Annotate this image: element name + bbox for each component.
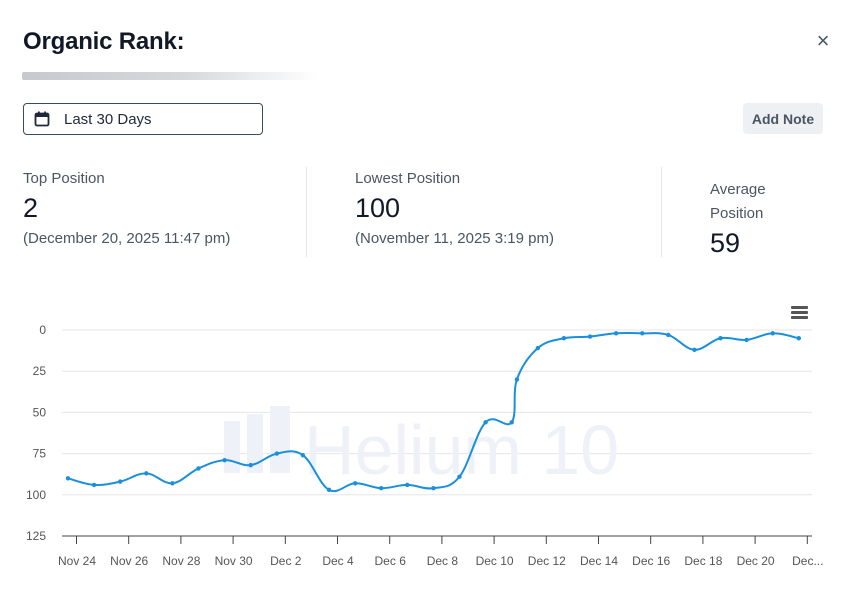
date-range-label: Last 30 Days bbox=[64, 110, 152, 128]
x-tick-label: Nov 30 bbox=[215, 554, 253, 568]
chart-menu-icon[interactable] bbox=[791, 306, 808, 320]
lowest-position-label: Lowest Position bbox=[355, 170, 461, 187]
y-tick-label: 75 bbox=[33, 447, 47, 461]
x-tick-label: Dec 4 bbox=[322, 554, 354, 568]
x-tick-label: Dec 8 bbox=[427, 554, 459, 568]
stat-divider bbox=[306, 167, 307, 257]
average-position-label-line2: Position bbox=[710, 205, 764, 222]
rank-data-point[interactable] bbox=[326, 487, 332, 493]
rank-data-point[interactable] bbox=[352, 481, 358, 486]
x-tick-label: Nov 26 bbox=[110, 554, 148, 568]
average-position-value: 59 bbox=[710, 228, 741, 258]
rank-data-point[interactable] bbox=[744, 337, 749, 343]
top-position-label: Top Position bbox=[23, 170, 105, 187]
x-tick-label: Dec 6 bbox=[375, 554, 407, 568]
rank-data-point[interactable] bbox=[65, 476, 71, 481]
rank-data-point[interactable] bbox=[144, 471, 149, 476]
organic-rank-chart: Helium 10 0 25 50 75 100 125 Nov 24 Nov 26 Nov 2… bbox=[26, 323, 824, 568]
rank-data-point[interactable] bbox=[483, 420, 488, 425]
title-underline-decoration bbox=[22, 72, 318, 80]
rank-data-point[interactable] bbox=[457, 474, 462, 479]
lowest-position-date: (November 11, 2025 3:19 pm) bbox=[355, 230, 554, 247]
x-tick-label: Nov 24 bbox=[58, 554, 96, 568]
y-tick-label: 0 bbox=[39, 323, 46, 337]
x-tick-label: Dec... bbox=[792, 554, 823, 568]
lowest-position-stat: Lowest Position 100 (November 11, 2025 3… bbox=[355, 170, 554, 247]
rank-data-point[interactable] bbox=[666, 332, 671, 338]
x-tick-label: Dec 20 bbox=[737, 554, 775, 568]
helium10-watermark: Helium 10 bbox=[224, 406, 619, 489]
x-tick-label: Dec 10 bbox=[476, 554, 514, 568]
rank-data-point[interactable] bbox=[248, 462, 253, 468]
rank-data-point[interactable] bbox=[405, 482, 410, 488]
rank-data-point[interactable] bbox=[300, 453, 306, 458]
rank-series-line bbox=[67, 331, 800, 493]
rank-data-point[interactable] bbox=[379, 486, 384, 491]
average-position-stat: Average Position 59 bbox=[710, 178, 766, 259]
rank-data-point[interactable] bbox=[431, 486, 436, 491]
close-icon[interactable]: × bbox=[816, 28, 830, 53]
rank-data-point[interactable] bbox=[170, 481, 175, 486]
add-note-button[interactable]: Add Note bbox=[743, 103, 823, 134]
page-title: Organic Rank: bbox=[23, 28, 185, 55]
rank-data-point[interactable] bbox=[561, 336, 567, 341]
rank-data-point[interactable] bbox=[587, 334, 593, 339]
rank-data-point[interactable] bbox=[222, 457, 227, 463]
rank-data-point[interactable] bbox=[796, 336, 801, 341]
y-tick-label: 100 bbox=[26, 488, 46, 502]
lowest-position-value: 100 bbox=[355, 193, 401, 223]
rank-data-point[interactable] bbox=[91, 482, 97, 488]
rank-data-point[interactable] bbox=[692, 347, 697, 352]
rank-data-point[interactable] bbox=[509, 420, 514, 425]
stat-divider bbox=[661, 167, 662, 257]
rank-data-point[interactable] bbox=[640, 331, 645, 336]
top-position-date: (December 20, 2025 11:47 pm) bbox=[23, 230, 231, 247]
rank-data-point[interactable] bbox=[535, 345, 540, 351]
y-tick-label: 125 bbox=[26, 529, 46, 543]
rank-data-point[interactable] bbox=[613, 331, 619, 336]
top-position-stat: Top Position 2 (December 20, 2025 11:47 … bbox=[23, 170, 230, 247]
x-tick-label: Dec 14 bbox=[580, 554, 618, 568]
x-tick-label: Nov 28 bbox=[162, 554, 200, 568]
rank-data-point[interactable] bbox=[718, 336, 723, 341]
y-tick-label: 25 bbox=[33, 364, 47, 378]
x-tick-label: Dec 16 bbox=[632, 554, 670, 568]
average-position-label-line1: Average bbox=[710, 181, 766, 198]
x-tick-label: Dec 2 bbox=[270, 554, 302, 568]
rank-data-point[interactable] bbox=[196, 466, 201, 471]
rank-data-point[interactable] bbox=[274, 451, 279, 456]
rank-data-point[interactable] bbox=[770, 331, 775, 336]
x-tick-label: Dec 18 bbox=[684, 554, 722, 568]
x-tick-label: Dec 12 bbox=[528, 554, 566, 568]
rank-data-point[interactable] bbox=[118, 479, 123, 484]
date-range-button[interactable]: Last 30 Days bbox=[23, 103, 263, 135]
rank-data-point[interactable] bbox=[514, 377, 520, 382]
calendar-icon bbox=[34, 111, 50, 127]
top-position-value: 2 bbox=[23, 193, 39, 223]
y-tick-label: 50 bbox=[33, 405, 47, 419]
